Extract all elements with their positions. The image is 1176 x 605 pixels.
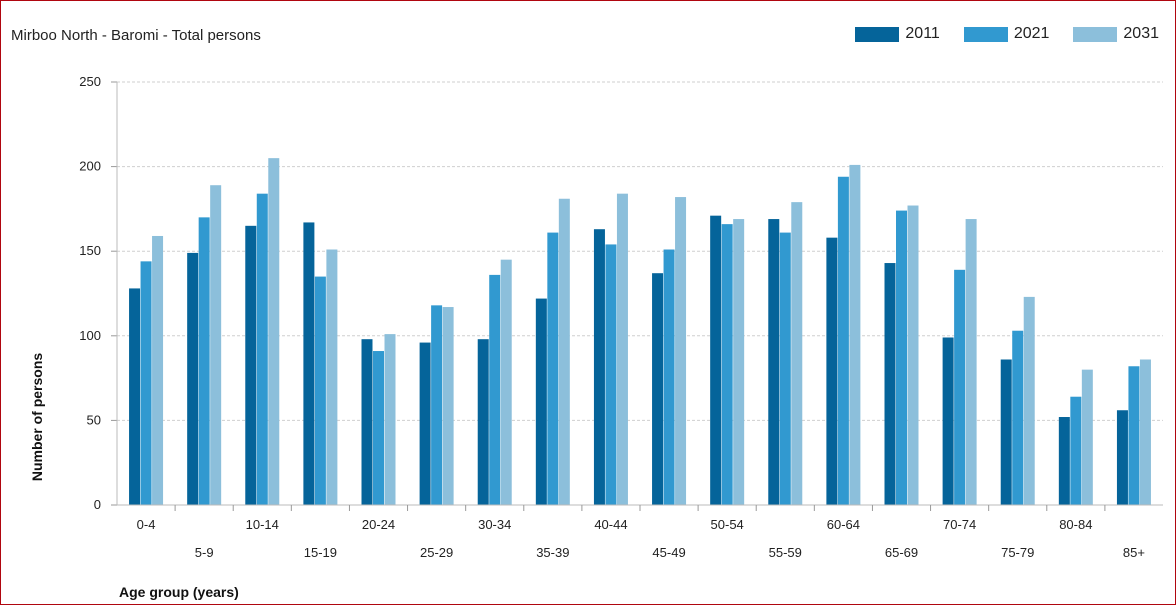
x-tick-label: 50-54 [711, 517, 744, 532]
bar-2031-5-9 [210, 185, 222, 505]
legend-label-2031: 2031 [1123, 25, 1159, 42]
bar-2031-25-29 [442, 307, 454, 505]
x-tick-label: 25-29 [420, 545, 453, 560]
legend-item-2011: 2011 [855, 25, 940, 43]
bar-2031-85+ [1139, 359, 1151, 505]
bar-2021-25-29 [431, 305, 443, 505]
x-tick-label: 65-69 [885, 545, 918, 560]
y-tick-label: 100 [79, 328, 101, 343]
bar-2011-25-29 [419, 342, 431, 505]
bar-2011-80-84 [1058, 417, 1070, 505]
x-tick-label: 80-84 [1059, 517, 1092, 532]
bar-2021-55-59 [779, 232, 791, 505]
y-tick-label: 150 [79, 243, 101, 258]
bar-2011-75-79 [1000, 359, 1012, 505]
bar-2011-65-69 [884, 263, 896, 505]
bar-2031-55-59 [791, 202, 803, 505]
x-tick-label: 10-14 [246, 517, 279, 532]
x-tick-label: 85+ [1123, 545, 1145, 560]
y-axis-title: Number of persons [29, 353, 45, 482]
bar-2031-20-24 [384, 334, 396, 505]
x-tick-label: 5-9 [195, 545, 214, 560]
bar-2021-75-79 [1012, 330, 1024, 505]
bar-2011-45-49 [652, 273, 664, 505]
y-tick-label: 200 [79, 159, 101, 174]
bar-2021-70-74 [954, 269, 966, 505]
bar-2021-50-54 [721, 224, 733, 506]
bar-2011-35-39 [535, 298, 547, 505]
legend-item-2031: 2031 [1073, 25, 1159, 43]
x-tick-label: 40-44 [594, 517, 627, 532]
bar-2021-65-69 [896, 210, 907, 506]
bars [129, 158, 1151, 506]
bar-2021-0-4 [140, 261, 152, 505]
bar-2021-10-14 [256, 193, 268, 505]
bar-2031-70-74 [965, 219, 977, 505]
bar-2011-10-14 [245, 225, 257, 505]
bar-2011-20-24 [361, 339, 373, 505]
bar-2031-45-49 [675, 197, 687, 505]
bar-2021-45-49 [663, 249, 675, 505]
bar-2031-35-39 [558, 198, 570, 506]
x-tick-label: 35-39 [536, 545, 569, 560]
legend-item-2021: 2021 [963, 25, 1050, 43]
bar-2011-85+ [1116, 410, 1128, 505]
bar-2031-65-69 [907, 205, 919, 506]
bar-2011-60-64 [826, 237, 838, 505]
bar-2031-75-79 [1023, 296, 1035, 505]
x-tick-label: 60-64 [827, 517, 860, 532]
bar-2031-0-4 [152, 235, 164, 506]
y-tick-label: 0 [94, 497, 101, 512]
x-tick-label: 0-4 [137, 517, 156, 532]
bar-2011-15-19 [303, 222, 315, 505]
legend-swatch-2011 [855, 26, 900, 42]
x-axis-title: Age group (years) [119, 584, 239, 600]
bar-2021-35-39 [547, 232, 559, 505]
y-tick-label: 250 [79, 74, 101, 89]
axes: 0 50 100 150 200 250 0-4 5-9 10-14 15-19 20-24 25-2… [79, 74, 1163, 560]
legend-label-2021: 2021 [1013, 25, 1050, 42]
bar-2011-50-54 [710, 215, 722, 505]
x-tick-label: 30-34 [478, 517, 511, 532]
bar-2011-30-34 [477, 339, 489, 505]
bar-2031-30-34 [500, 259, 512, 505]
legend-swatch-2021 [963, 26, 1008, 42]
bar-2031-15-19 [326, 249, 338, 505]
x-tick-label: 75-79 [1001, 545, 1034, 560]
bar-2011-5-9 [187, 252, 199, 505]
y-tick-label: 50 [87, 412, 101, 427]
bar-2031-60-64 [849, 164, 861, 505]
legend: 2011 2021 2031 [831, 25, 1159, 43]
bar-2021-40-44 [605, 244, 617, 505]
bar-2021-20-24 [373, 351, 384, 505]
bar-2031-10-14 [268, 158, 280, 505]
x-tick-label: 70-74 [943, 517, 976, 532]
bar-2031-50-54 [733, 219, 745, 505]
x-tick-label: 55-59 [769, 545, 802, 560]
legend-label-2011: 2011 [905, 25, 940, 42]
bar-2021-60-64 [837, 176, 849, 505]
bar-2021-80-84 [1070, 396, 1082, 505]
bar-2011-70-74 [942, 337, 954, 505]
chart-title: Mirboo North - Baromi - Total persons [11, 27, 261, 44]
bar-2021-15-19 [314, 276, 326, 505]
bar-2011-55-59 [768, 219, 780, 505]
bar-2021-5-9 [198, 217, 210, 506]
gridlines [117, 81, 1163, 421]
x-tick-label: 15-19 [304, 545, 337, 560]
legend-swatch-2031 [1073, 26, 1118, 42]
bar-2011-40-44 [593, 229, 605, 506]
bar-2021-85+ [1128, 366, 1140, 505]
bar-2031-80-84 [1081, 369, 1093, 505]
x-tick-label: 45-49 [652, 545, 685, 560]
x-tick-label: 20-24 [362, 517, 395, 532]
bar-2031-40-44 [616, 193, 628, 505]
bar-2021-30-34 [489, 274, 501, 505]
bar-2011-0-4 [129, 288, 141, 505]
